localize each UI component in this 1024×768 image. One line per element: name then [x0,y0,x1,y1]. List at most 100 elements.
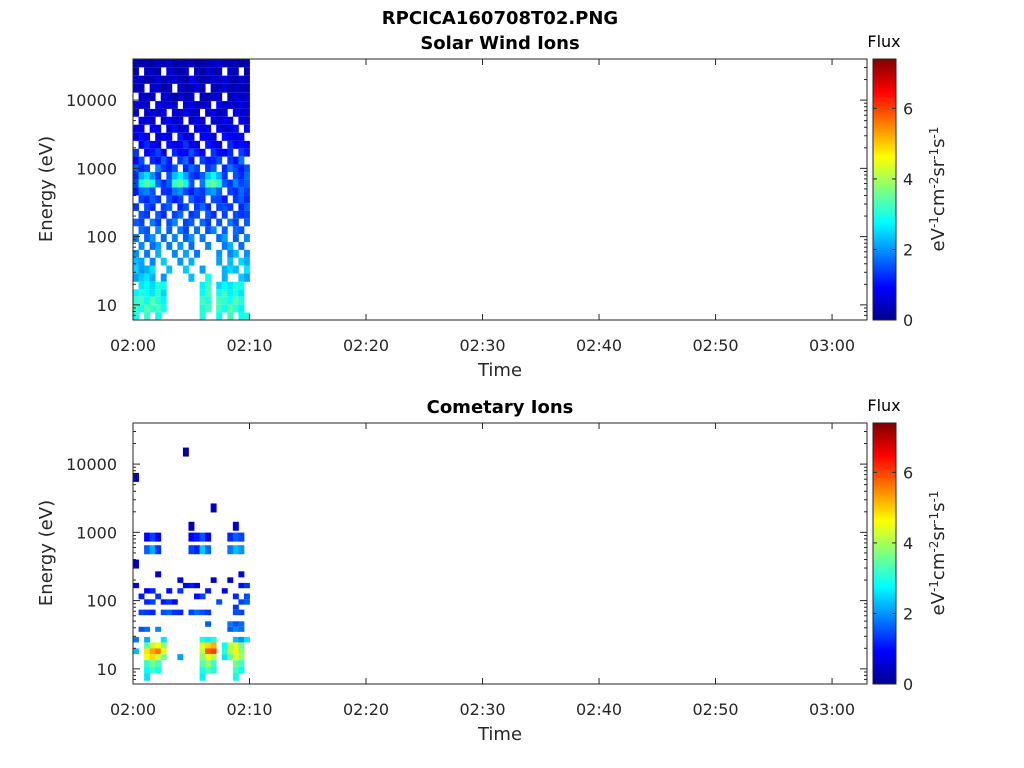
heatmap-cell [221,101,228,109]
heatmap-cell [160,92,167,102]
heatmap-cell [243,67,250,76]
heatmap-cell [227,642,234,649]
heatmap-cell [188,195,195,204]
heatmap-cell [238,304,245,313]
heatmap-cell [160,75,167,84]
heatmap-cell [205,296,212,305]
heatmap-cell [221,148,228,157]
colorbar-title: Flux [867,32,900,51]
heatmap-cell [177,108,184,117]
heatmap-cell [155,304,162,313]
heatmap-cell [232,609,239,616]
heatmap-cell [221,59,228,68]
heatmap-cell [227,203,234,211]
heatmap-cell [177,116,184,125]
heatmap-cell [194,532,200,542]
heatmap-cell [232,604,239,610]
heatmap-cell [232,249,239,258]
heatmap-cell [221,642,228,649]
colorbar-tick-label: 4 [903,534,913,553]
heatmap-cell [210,503,217,513]
heatmap-cell [232,265,239,274]
heatmap-cell [210,666,217,674]
heatmap-cell [149,654,156,661]
heatmap-cell [160,609,167,616]
heatmap-cell [133,296,139,305]
heatmap-cell [232,593,239,600]
x-tick-label: 03:00 [809,700,855,719]
heatmap-cell [166,67,173,76]
heatmap-cell [155,626,162,632]
x-tick-label: 02:50 [692,336,738,355]
heatmap-cell [210,67,217,76]
heatmap-cell [205,124,212,133]
colorbar-tick-label: 6 [903,463,913,482]
heatmap-cell [238,660,245,667]
heatmap-cell [194,101,200,109]
heatmap-cell [238,289,245,297]
x-tick-label: 02:10 [226,700,272,719]
heatmap-cell [232,59,239,68]
heatmap-cell [221,172,228,180]
heatmap-cell [133,132,139,141]
heatmap-cell [210,172,217,180]
heatmap-cell [171,234,178,243]
heatmap-cell [232,636,239,643]
heatmap-cell [243,273,250,282]
heatmap-cell [144,226,151,235]
heatmap-cell [188,242,195,250]
heatmap-cell [182,226,189,235]
heatmap-cell [216,108,223,117]
heatmap-cell [133,582,139,589]
heatmap-cell [166,265,173,274]
colorbar-ticks: 0 2 4 6 [873,463,913,694]
heatmap-cell [188,108,195,117]
heatmap-cell [166,116,173,125]
heatmap-cell [221,210,228,219]
heatmap-cell [227,304,234,313]
heatmap-cell [243,582,250,589]
heatmap-cell [221,226,228,235]
heatmap-cell [210,195,217,204]
heatmap-cell [155,532,162,542]
heatmap-cell [199,609,206,616]
heatmap-cell [188,172,195,180]
heatmap-cell [238,666,245,674]
heatmap-cell [155,289,162,297]
x-axis-label: Time [477,724,522,745]
heatmap-cell [166,92,173,102]
heatmap-cell [205,609,212,616]
heatmap-cell [177,59,184,68]
heatmap-cell [160,648,167,655]
heatmap-cell [216,296,223,305]
heatmap-cell [199,75,206,84]
heatmap-cell [194,172,200,180]
heatmap-cell [177,83,184,93]
heatmap-cell [138,179,145,188]
heatmap-cell [144,273,151,282]
heatmap-cell [227,654,234,661]
heatmap-cell [149,116,156,125]
heatmap-cell [155,59,162,68]
heatmap-cell [144,545,151,555]
heatmap-cell [232,101,239,109]
colorbar-tick-label: 2 [903,604,913,623]
heatmap-cell [133,648,139,655]
x-tick-label: 02:40 [576,336,622,355]
heatmap-cell [243,257,250,266]
heatmap-cell [188,59,195,68]
heatmap-cell [232,140,239,149]
heatmap-cell [199,660,206,667]
heatmap-cell [188,132,195,141]
heatmap-cell [155,660,162,667]
heatmap-cell [171,75,178,84]
heatmap-cell [194,148,200,157]
heatmap-cell [210,92,217,102]
heatmap-cell [216,101,223,109]
heatmap-cell [238,636,245,643]
heatmap-cell [194,140,200,149]
heatmap-cell [155,101,162,109]
heatmap-cell [177,179,184,188]
heatmap-cell [138,187,145,196]
heatmap-cell [166,218,173,227]
